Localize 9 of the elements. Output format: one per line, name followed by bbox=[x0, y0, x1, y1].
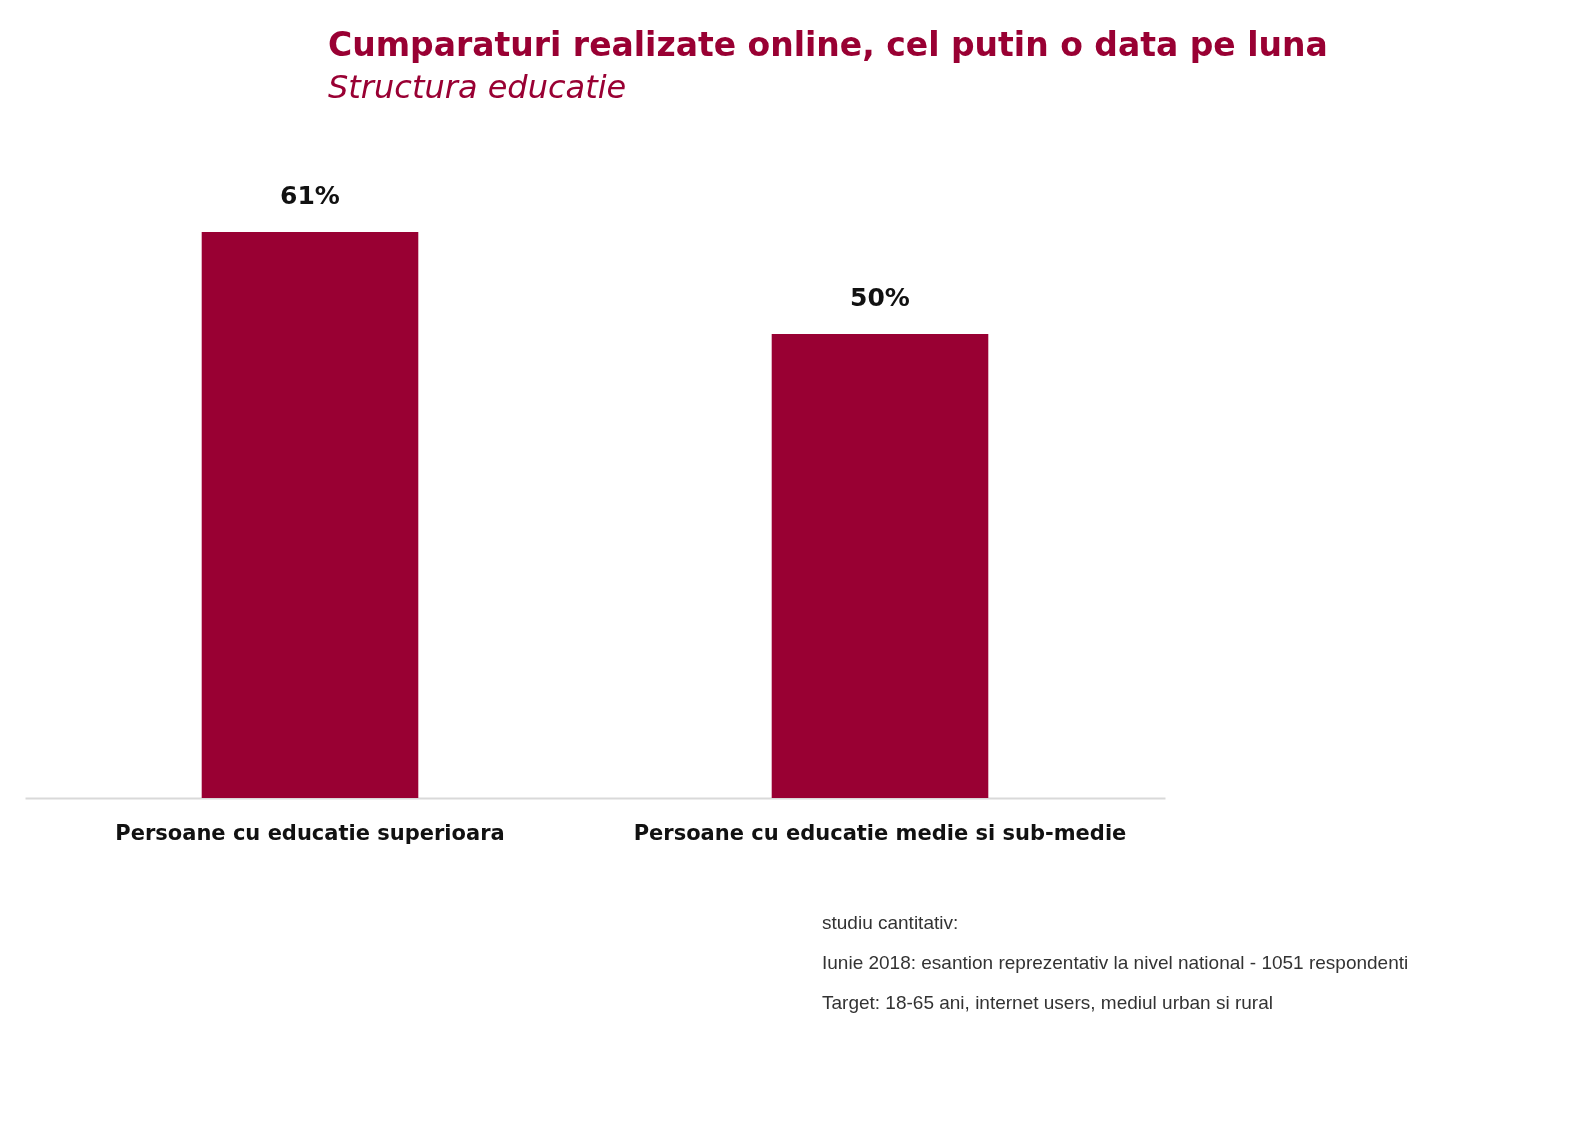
text: Iunie 2018: esantion reprezentativ la nivel national - 1051 respondenti bbox=[822, 952, 1409, 974]
chart-title: Cumparaturi realizate online, cel putin o data pe luna bbox=[328, 25, 1328, 64]
data-label: 50% bbox=[850, 283, 910, 313]
data-label: 61% bbox=[280, 181, 340, 210]
x-tick-label: Persoane cu educatie superioara bbox=[115, 820, 505, 845]
chart-subtitle: Structura educatie bbox=[328, 68, 627, 106]
text: studiu cantitativ: bbox=[822, 912, 960, 934]
text: Target: 18-65 ani, internet users, mediul urban si rural bbox=[822, 992, 1274, 1014]
x-tick-label: Persoane cu educatie medie si sub-medie bbox=[633, 820, 1127, 845]
